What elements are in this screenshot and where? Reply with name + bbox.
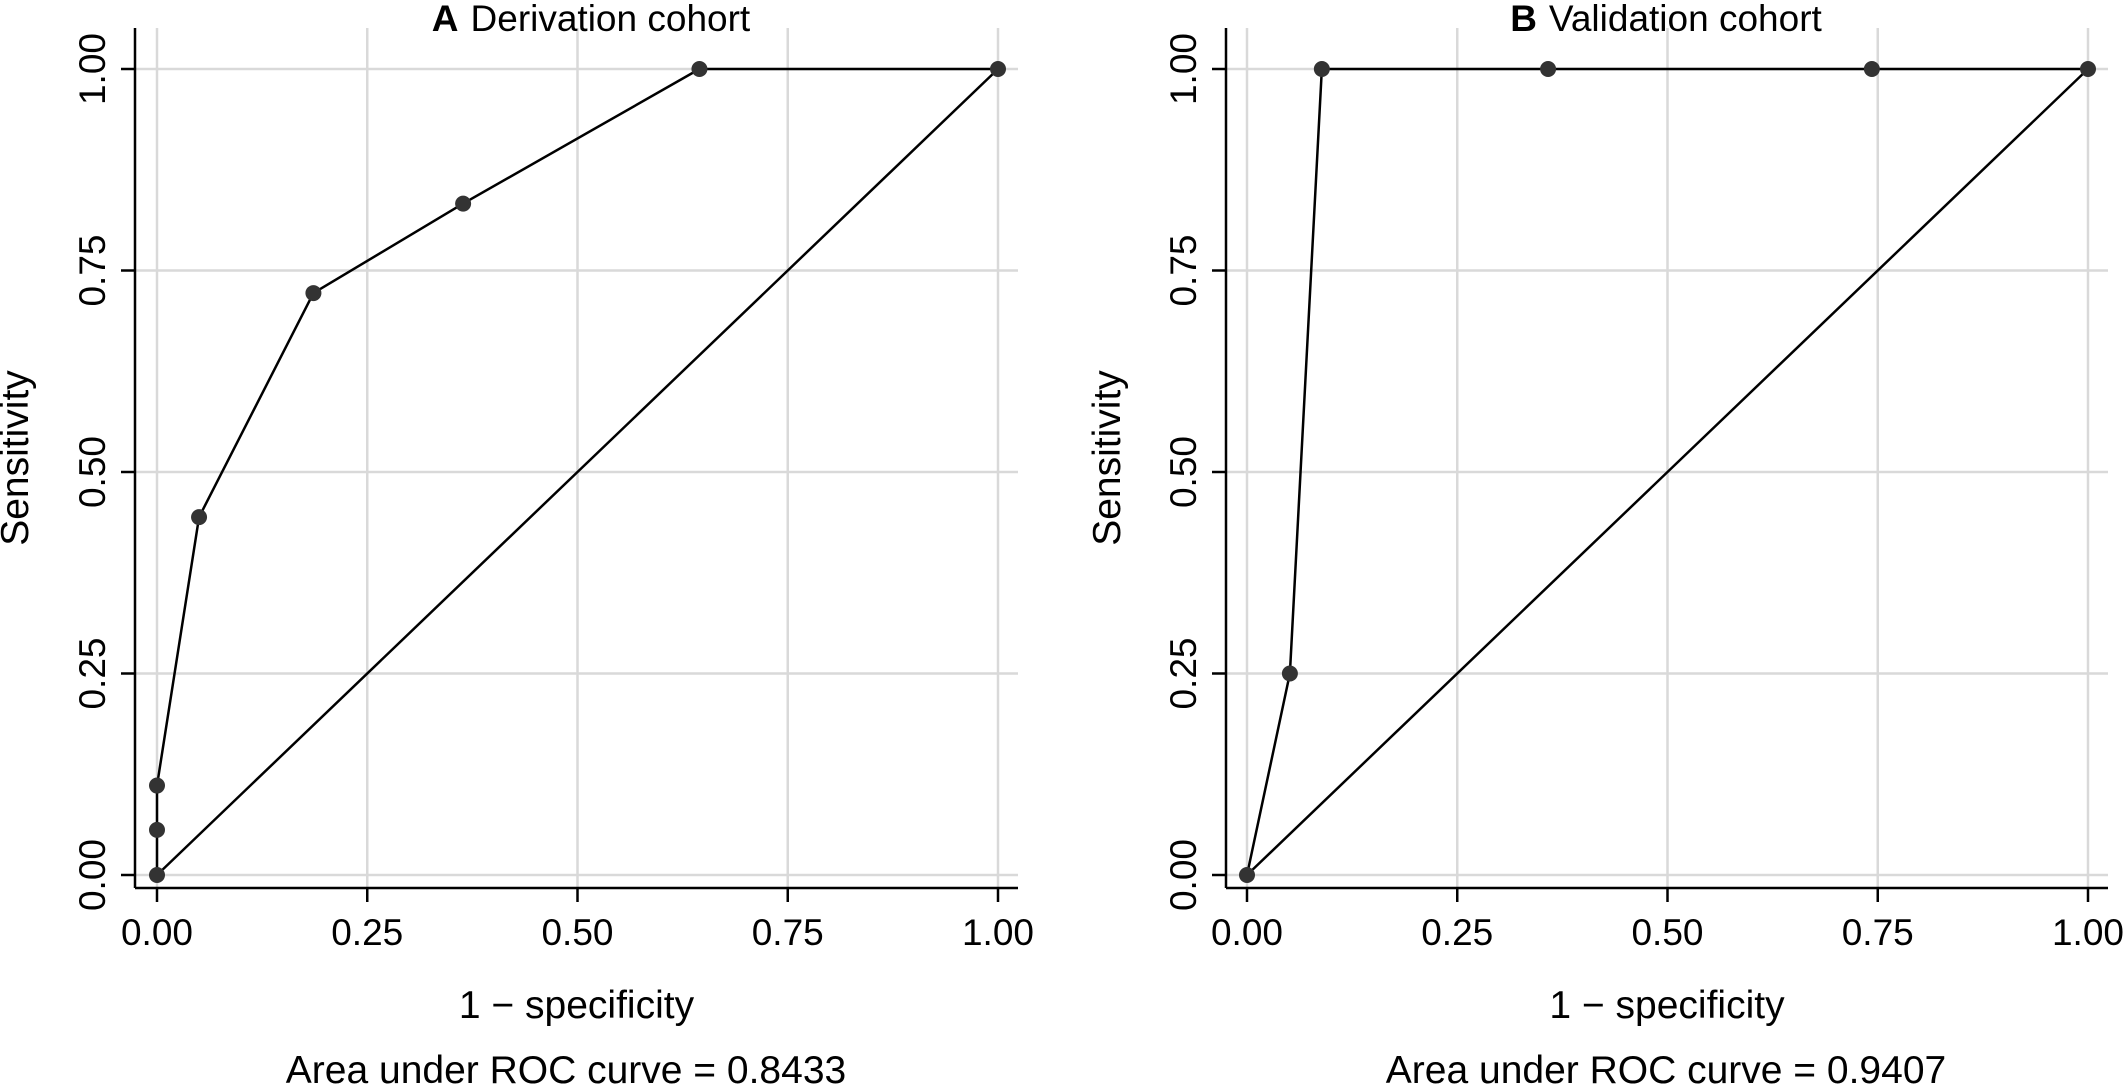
roc-point: [1239, 867, 1255, 883]
auc-caption: Area under ROC curve = 0.8433: [286, 1049, 846, 1089]
y-tick-label: 0.75: [72, 234, 113, 306]
roc-point: [1313, 61, 1330, 77]
y-axis-title: Sensitivity: [1086, 370, 1129, 546]
panel-validation: 0.00 0.25 0.50 0.75 1.00 0.00 0.25 0.50 0.75 1.00…: [1086, 0, 2124, 1089]
panel-title-text: Derivation cohort: [471, 0, 751, 39]
roc-point: [990, 61, 1006, 77]
roc-point: [149, 867, 165, 883]
y-tick-label: 0.75: [1163, 234, 1204, 306]
panel-letter: A: [432, 0, 459, 39]
roc-point: [305, 285, 322, 302]
x-tick-label: 0.25: [331, 912, 403, 953]
y-tick-label: 0.50: [1163, 436, 1204, 508]
roc-point: [691, 61, 708, 77]
panel-title-text: Validation cohort: [1549, 0, 1823, 39]
auc-caption: Area under ROC curve = 0.9407: [1386, 1049, 1946, 1089]
roc-point: [191, 509, 208, 526]
x-tick-label: 0.75: [1842, 912, 1914, 953]
panel-derivation: 0.00 0.25 0.50 0.75 1.00 0.00 0.25 0.50 0.75 1.00…: [0, 0, 1034, 1089]
panel-letter: B: [1510, 0, 1537, 39]
panel-title: B Validation cohort: [1510, 0, 1822, 39]
x-tick-label: 0.00: [1211, 912, 1283, 953]
x-tick-label: 0.50: [1631, 912, 1703, 953]
panel-title: A Derivation cohort: [432, 0, 751, 39]
x-tick-label: 0.50: [541, 912, 613, 953]
x-tick-label: 1.00: [962, 912, 1034, 953]
x-axis-title: 1 − specificity: [459, 984, 695, 1027]
reference-diagonal-line: [156, 68, 999, 876]
roc-point: [455, 195, 472, 212]
y-tick-label: 0.50: [72, 436, 113, 508]
x-axis-title: 1 − specificity: [1549, 984, 1785, 1027]
y-tick-label: 0.25: [72, 637, 113, 709]
roc-point: [1540, 61, 1557, 77]
roc-point: [149, 821, 165, 838]
x-tick-label: 1.00: [2052, 912, 2124, 953]
y-tick-label: 1.00: [72, 33, 113, 105]
y-tick-label: 0.00: [1163, 839, 1204, 911]
x-tick-label: 0.25: [1421, 912, 1493, 953]
roc-point: [2080, 61, 2096, 77]
y-tick-label: 0.25: [1163, 637, 1204, 709]
x-tick-label: 0.75: [752, 912, 824, 953]
x-tick-label: 0.00: [121, 912, 193, 953]
roc-point: [1281, 665, 1298, 682]
roc-curve-line: [1245, 67, 2088, 876]
reference-diagonal-line: [1246, 68, 2089, 876]
roc-point: [1863, 61, 1880, 77]
y-tick-label: 1.00: [1163, 33, 1204, 105]
y-axis-title: Sensitivity: [0, 370, 37, 546]
y-tick-label: 0.00: [72, 839, 113, 911]
roc-point: [149, 777, 165, 794]
